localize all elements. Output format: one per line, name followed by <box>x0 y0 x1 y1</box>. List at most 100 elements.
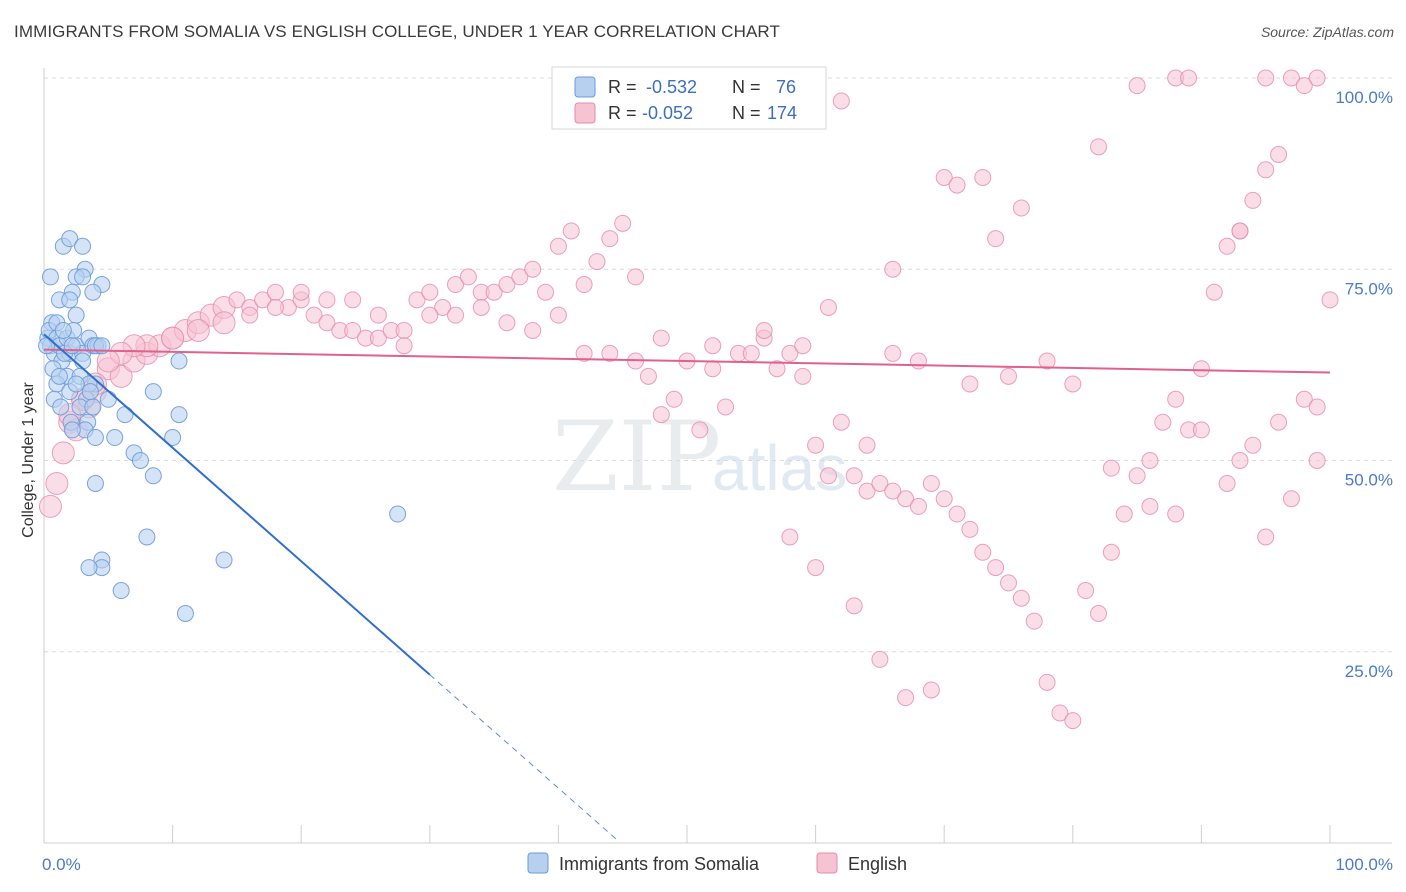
english-point-131 <box>395 337 413 355</box>
english-point-25 <box>318 314 336 332</box>
legend-r-value-somalia: -0.532 <box>646 77 697 97</box>
english-point-73 <box>935 490 953 508</box>
english-point-150 <box>909 352 927 370</box>
somalia-point-49 <box>86 429 104 447</box>
english-point-159 <box>1244 436 1262 454</box>
english-point-41 <box>524 260 542 278</box>
english-point-72 <box>922 474 940 492</box>
english-point-70 <box>897 490 915 508</box>
legend-r-label-somalia: R = <box>608 77 637 97</box>
somalia-point-57 <box>144 467 162 485</box>
english-point-148 <box>858 436 876 454</box>
english-point-55 <box>704 360 722 378</box>
english-point-61 <box>781 344 799 362</box>
legend-n-label-english: N = <box>732 103 761 123</box>
somalia-point-58 <box>138 528 156 546</box>
english-point-40 <box>511 268 529 286</box>
english-point-50 <box>639 367 657 385</box>
somalia-point-62 <box>112 582 130 600</box>
english-point-64 <box>819 467 837 485</box>
somalia-point-52 <box>144 383 162 401</box>
legend-n-label-somalia: N = <box>732 77 761 97</box>
trendlines <box>43 333 1331 840</box>
legend-swatch-english <box>574 102 596 124</box>
english-point-49 <box>627 268 645 286</box>
x-tick-label-min: 0.0% <box>42 855 81 874</box>
english-point-63 <box>807 436 825 454</box>
english-point-43 <box>549 237 567 255</box>
bottom-legend-swatch-english <box>816 852 838 874</box>
y-tick-label-25: 25.0% <box>1345 662 1393 681</box>
somalia-point-66 <box>170 352 188 370</box>
y-tick-label-50: 50.0% <box>1345 471 1393 490</box>
english-point-173 <box>1308 452 1326 469</box>
chart-source: Source: ZipAtlas.com <box>1260 24 1394 40</box>
english-point-114 <box>1257 69 1275 87</box>
somalia-point-65 <box>389 505 407 523</box>
english-point-125 <box>549 306 567 324</box>
english-point-117 <box>819 299 837 316</box>
somalia-point-55 <box>131 452 149 469</box>
english-point-1 <box>45 471 69 495</box>
somalia-point-56 <box>86 474 104 492</box>
english-point-65 <box>832 413 850 431</box>
english-point-171 <box>1257 528 1275 546</box>
y-tick-label-100: 100.0% <box>1335 88 1393 107</box>
english-point-102 <box>1308 69 1326 87</box>
english-point-120 <box>704 337 722 355</box>
somalia-point-61 <box>80 559 98 577</box>
somalia-point-37 <box>99 390 117 408</box>
x-tick-label-max: 100.0% <box>1335 855 1393 874</box>
english-point-153 <box>1038 352 1056 370</box>
english-point-155 <box>1102 459 1120 477</box>
english-point-161 <box>1295 390 1313 408</box>
english-point-2 <box>51 441 75 465</box>
y-tick-label-75: 75.0% <box>1345 279 1393 298</box>
english-point-38 <box>485 283 503 301</box>
english-point-103 <box>1321 291 1339 309</box>
tick-labels: 100.0% 75.0% 50.0% 25.0% 0.0% 100.0% <box>42 88 1393 874</box>
somalia-point-22 <box>74 268 92 286</box>
somalia-point-16 <box>41 268 59 286</box>
english-point-75 <box>961 520 979 538</box>
english-point-91 <box>1167 390 1185 408</box>
english-point-111 <box>1128 77 1146 95</box>
legend-r-label-english: R = <box>608 103 637 123</box>
english-point-98 <box>1257 161 1275 179</box>
somalia-points <box>38 230 407 622</box>
english-point-160 <box>1270 413 1288 431</box>
english-point-68 <box>871 474 889 492</box>
bottom-legend-label-english: English <box>848 854 907 874</box>
english-point-81 <box>1038 673 1056 691</box>
somalia-point-68 <box>38 337 56 355</box>
english-point-109 <box>987 230 1005 248</box>
english-point-129 <box>447 306 465 324</box>
somalia-point-28 <box>67 306 85 324</box>
english-point-169 <box>1192 421 1210 439</box>
somalia-point-71 <box>63 337 81 355</box>
english-point-74 <box>948 505 966 523</box>
english-point-99 <box>1270 146 1288 163</box>
english-point-172 <box>1282 490 1300 508</box>
english-point-135 <box>292 283 310 301</box>
english-point-163 <box>781 528 799 546</box>
english-point-82 <box>1051 704 1069 722</box>
watermark-zip: ZIP <box>552 401 721 513</box>
english-point-139 <box>186 318 210 342</box>
english-point-88 <box>1128 467 1146 485</box>
english-point-51 <box>652 406 670 424</box>
english-point-128 <box>472 299 490 316</box>
watermark-atlas: atlas <box>712 432 847 504</box>
english-point-29 <box>369 329 387 347</box>
english-point-48 <box>614 214 632 232</box>
legend-swatch-somalia <box>574 76 596 98</box>
english-point-137 <box>241 306 259 324</box>
english-point-165 <box>845 597 863 615</box>
english-point-52 <box>665 390 683 408</box>
english-point-46 <box>588 253 606 271</box>
english-points <box>38 69 1339 730</box>
english-point-113 <box>1180 69 1198 87</box>
english-trendline <box>43 348 1331 374</box>
english-point-138 <box>212 311 236 335</box>
english-point-116 <box>884 260 902 278</box>
